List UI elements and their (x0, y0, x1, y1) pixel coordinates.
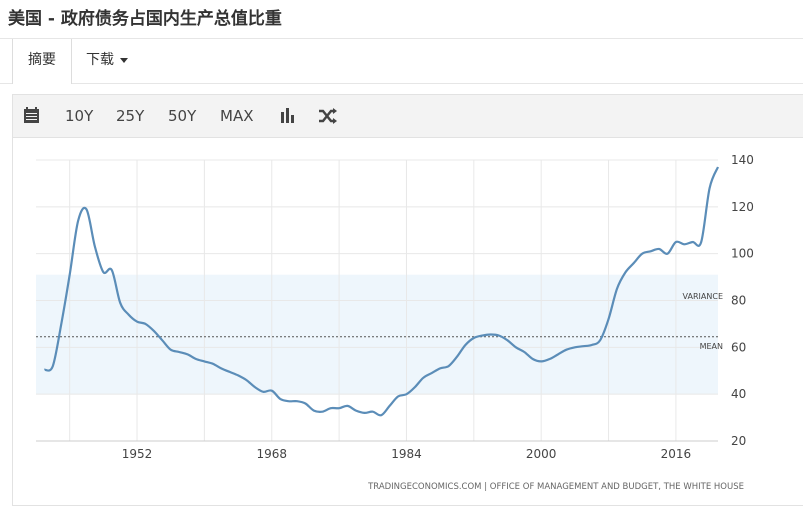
tab-download[interactable]: 下载 (86, 39, 128, 83)
range-max-button[interactable]: MAX (220, 107, 254, 125)
shuffle-icon[interactable] (318, 95, 338, 137)
caret-down-icon (120, 57, 128, 63)
calendar-icon[interactable] (23, 95, 41, 137)
tab-bar: 摘要 下载 (0, 38, 803, 84)
range-10y-button[interactable]: 10Y (65, 107, 94, 125)
tab-summary[interactable]: 摘要 (12, 39, 72, 84)
bar-chart-icon[interactable] (279, 95, 295, 137)
chart-toolbar: 10Y 25Y 50Y MAX (12, 94, 803, 138)
range-25y-button[interactable]: 25Y (116, 107, 145, 125)
range-50y-button[interactable]: 50Y (168, 107, 197, 125)
page-title: 美国 - 政府债务占国内生产总值比重 (8, 9, 282, 29)
chart-container (12, 137, 803, 506)
tab-download-label: 下载 (86, 52, 114, 68)
